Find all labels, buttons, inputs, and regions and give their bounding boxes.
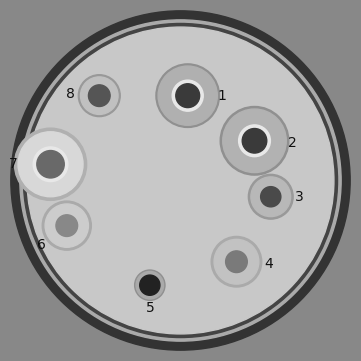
Text: 5: 5 <box>145 301 154 314</box>
Circle shape <box>176 84 200 108</box>
Text: 7: 7 <box>9 157 18 171</box>
Circle shape <box>56 215 78 236</box>
Circle shape <box>45 204 88 247</box>
Circle shape <box>78 75 120 117</box>
Circle shape <box>42 201 91 250</box>
Circle shape <box>242 129 267 153</box>
Circle shape <box>88 85 110 106</box>
Circle shape <box>33 147 68 182</box>
Circle shape <box>135 270 165 300</box>
Circle shape <box>23 23 338 338</box>
Circle shape <box>27 27 334 334</box>
Text: 3: 3 <box>295 190 304 204</box>
Circle shape <box>226 251 247 273</box>
Circle shape <box>214 239 259 284</box>
Circle shape <box>11 11 350 350</box>
Circle shape <box>223 109 286 173</box>
Circle shape <box>211 236 262 287</box>
Circle shape <box>136 271 164 299</box>
Circle shape <box>156 64 219 127</box>
Circle shape <box>14 128 87 200</box>
Text: 2: 2 <box>288 136 297 149</box>
Circle shape <box>172 80 203 111</box>
Circle shape <box>81 77 118 114</box>
Text: 8: 8 <box>66 87 75 101</box>
Circle shape <box>37 151 64 178</box>
Circle shape <box>248 174 293 219</box>
Circle shape <box>140 275 160 295</box>
Circle shape <box>220 106 289 175</box>
Circle shape <box>20 20 341 341</box>
Circle shape <box>18 132 83 197</box>
Circle shape <box>261 187 281 207</box>
Text: 1: 1 <box>218 89 226 103</box>
Circle shape <box>251 177 291 217</box>
Text: 6: 6 <box>37 239 46 252</box>
Circle shape <box>239 125 270 157</box>
Text: 4: 4 <box>265 257 273 270</box>
Circle shape <box>158 66 217 125</box>
